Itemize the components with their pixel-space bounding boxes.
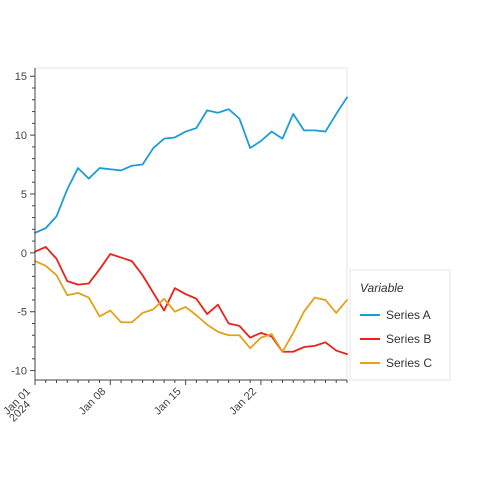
legend-box	[349, 269, 451, 381]
y-tick-label: -10	[11, 366, 27, 378]
series-layer	[34, 96, 348, 356]
legend-title: Variable	[360, 281, 404, 295]
legend-label: Series A	[386, 308, 431, 322]
legend-label: Series C	[386, 356, 432, 370]
series-line-b	[34, 246, 348, 356]
y-tick-label: 0	[21, 248, 27, 260]
y-tick-label: -5	[17, 307, 27, 319]
series-line-c	[34, 260, 348, 353]
series-line-a	[34, 96, 348, 234]
y-tick-label: 10	[15, 130, 27, 142]
y-tick-label: 5	[21, 189, 27, 201]
legend-label: Series B	[386, 332, 431, 346]
y-tick-label: 15	[15, 71, 27, 83]
legend: Variable Series A Series B Series C	[349, 269, 451, 381]
